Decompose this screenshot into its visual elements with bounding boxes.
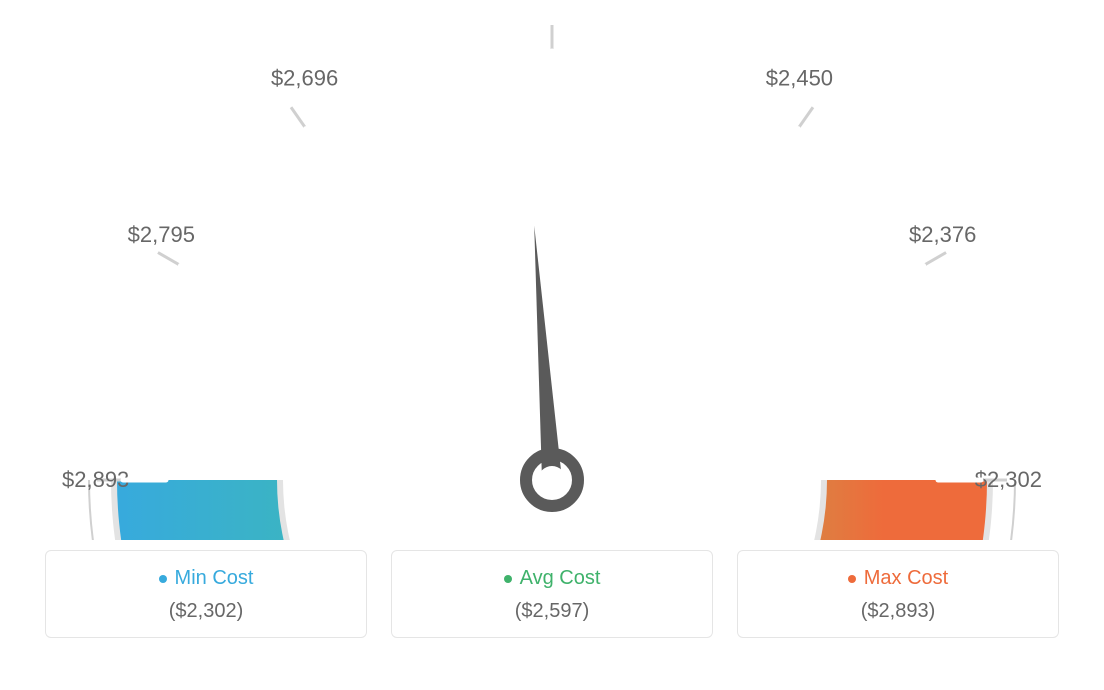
gauge-minor-tick: [306, 129, 331, 164]
legend-max-value: ($2,893): [748, 600, 1048, 623]
legend-avg-card: Avg Cost ($2,597): [391, 550, 713, 638]
gauge-minor-tick: [773, 129, 798, 164]
gauge-tick-label: $2,597: [518, 0, 585, 2]
legend-max-label: Max Cost: [748, 567, 1048, 590]
gauge-minor-tick: [886, 266, 923, 288]
gauge-tick-label: $2,376: [909, 222, 976, 247]
legend-min-value: ($2,302): [56, 600, 356, 623]
gauge-tick-label: $2,450: [766, 66, 833, 91]
gauge-minor-tick: [706, 90, 720, 122]
gauge-tick-label: $2,795: [128, 222, 195, 247]
gauge-tick-label: $2,696: [271, 66, 338, 91]
cost-gauge: $2,302 $2,376 $2,450 $2,597 $2,696 $2,795 $2,8…: [0, 0, 1104, 540]
legend-max-text: Max Cost: [864, 567, 948, 590]
gauge-tick-label: $2,893: [62, 467, 129, 492]
gauge-minor-tick: [918, 335, 951, 347]
gauge-minor-tick: [466, 64, 473, 98]
gauge-minor-tick: [133, 406, 167, 412]
gauge-minor-tick: [153, 335, 186, 347]
gauge-minor-tick: [936, 406, 970, 412]
legend-min-text: Min Cost: [175, 567, 254, 590]
gauge-minor-tick: [219, 216, 246, 238]
gauge-minor-tick: [820, 171, 844, 196]
dot-icon: [159, 575, 167, 583]
legend-avg-text: Avg Cost: [520, 567, 601, 590]
gauge-minor-tick: [631, 64, 638, 98]
gauge-minor-tick: [384, 90, 398, 122]
legend-row: Min Cost ($2,302) Avg Cost ($2,597) Max …: [0, 550, 1104, 638]
gauge-minor-tick: [260, 171, 284, 196]
dot-icon: [848, 575, 856, 583]
legend-min-label: Min Cost: [56, 567, 356, 590]
legend-min-card: Min Cost ($2,302): [45, 550, 367, 638]
legend-avg-label: Avg Cost: [402, 567, 702, 590]
gauge-needle: [534, 226, 562, 481]
dot-icon: [504, 575, 512, 583]
gauge-needle-hub-inner: [538, 466, 566, 494]
gauge-minor-tick: [858, 216, 885, 238]
gauge-minor-tick: [180, 266, 217, 288]
legend-max-card: Max Cost ($2,893): [737, 550, 1059, 638]
gauge-tick-label: $2,302: [975, 467, 1042, 492]
legend-avg-value: ($2,597): [402, 600, 702, 623]
